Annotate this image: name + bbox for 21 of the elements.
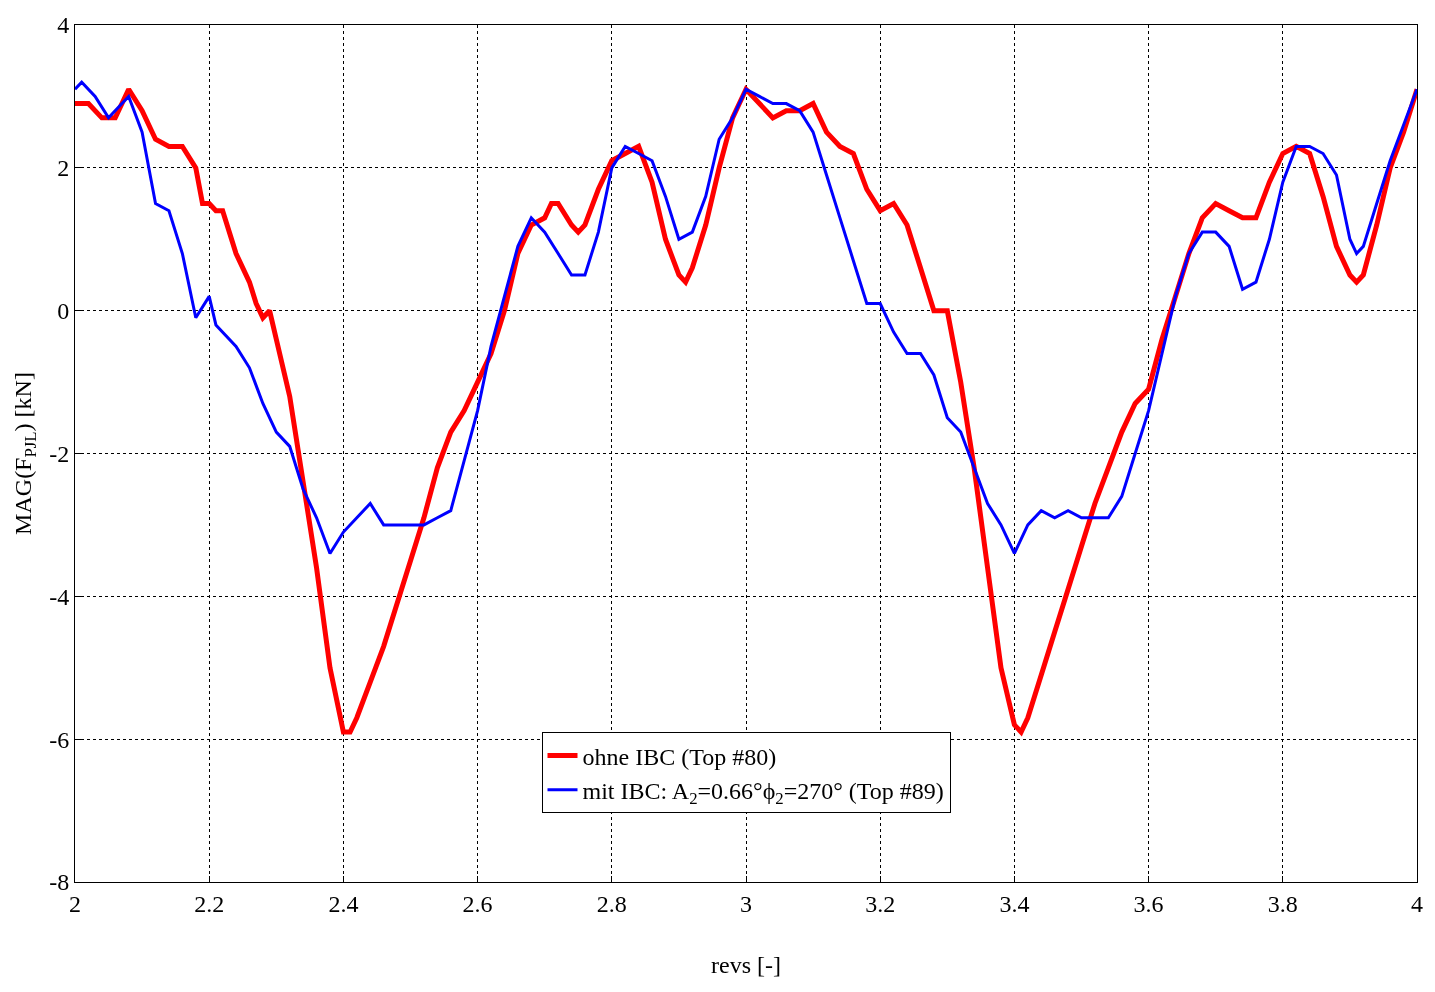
x-tick-label: 2.6 — [462, 890, 493, 917]
y-tick-label: -8 — [49, 869, 70, 896]
y-tick-label: -2 — [49, 440, 70, 467]
legend-label: mit IBC: A$_{2}$=0.66°ϕ$_{2}$=270° (Top #89) — [582, 778, 944, 809]
x-tick-label: 2.2 — [194, 890, 225, 917]
x-tick-label: 3.2 — [865, 890, 896, 917]
x-axis-title: revs [-] — [711, 952, 781, 979]
x-tick-label: 3.8 — [1267, 890, 1298, 917]
x-tick-label: 2.4 — [328, 890, 359, 917]
line-series — [75, 80, 1417, 555]
y-tick-label: -6 — [49, 726, 70, 753]
x-tick-label: 3.6 — [1133, 890, 1164, 917]
x-tick-label: 3 — [740, 890, 752, 917]
y-tick-label: 2 — [57, 155, 70, 182]
x-tick-label: 3.4 — [999, 890, 1030, 917]
y-tick-label: -4 — [49, 583, 70, 610]
x-tick-label: 4 — [1411, 890, 1423, 917]
y-tick-label: 0 — [57, 298, 70, 325]
y-tick-label: 4 — [57, 12, 70, 39]
x-tick-label: 2.8 — [596, 890, 627, 917]
legend-label: ohne IBC (Top #80) — [582, 743, 777, 770]
